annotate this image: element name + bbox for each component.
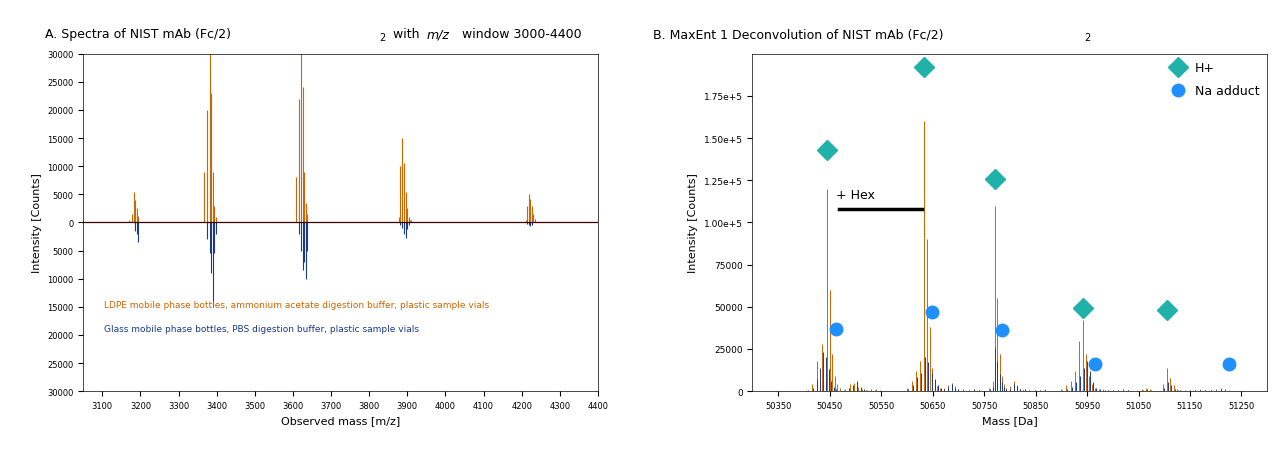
Text: 2: 2: [1084, 33, 1091, 43]
Text: window 3000-4400: window 3000-4400: [458, 28, 582, 41]
Text: A. Spectra of NIST mAb (Fc/2): A. Spectra of NIST mAb (Fc/2): [45, 28, 230, 41]
X-axis label: Mass [Da]: Mass [Da]: [982, 415, 1038, 425]
Text: B. MaxEnt 1 Deconvolution of NIST mAb (Fc/2): B. MaxEnt 1 Deconvolution of NIST mAb (F…: [653, 28, 943, 41]
Y-axis label: Intensity [Counts]: Intensity [Counts]: [32, 173, 41, 273]
Text: 2: 2: [379, 33, 385, 43]
Text: LDPE mobile phase bottles, ammonium acetate digestion buffer, plastic sample via: LDPE mobile phase bottles, ammonium acet…: [104, 300, 489, 309]
Legend: H+, Na adduct: H+, Na adduct: [1160, 57, 1265, 103]
Text: with: with: [389, 28, 424, 41]
Text: m/z: m/z: [426, 28, 449, 41]
Text: Glass mobile phase bottles, PBS digestion buffer, plastic sample vials: Glass mobile phase bottles, PBS digestio…: [104, 324, 419, 333]
X-axis label: Observed mass [m/z]: Observed mass [m/z]: [282, 415, 401, 425]
Text: + Hex: + Hex: [836, 188, 876, 201]
Y-axis label: Intensity [Counts]: Intensity [Counts]: [689, 173, 698, 273]
